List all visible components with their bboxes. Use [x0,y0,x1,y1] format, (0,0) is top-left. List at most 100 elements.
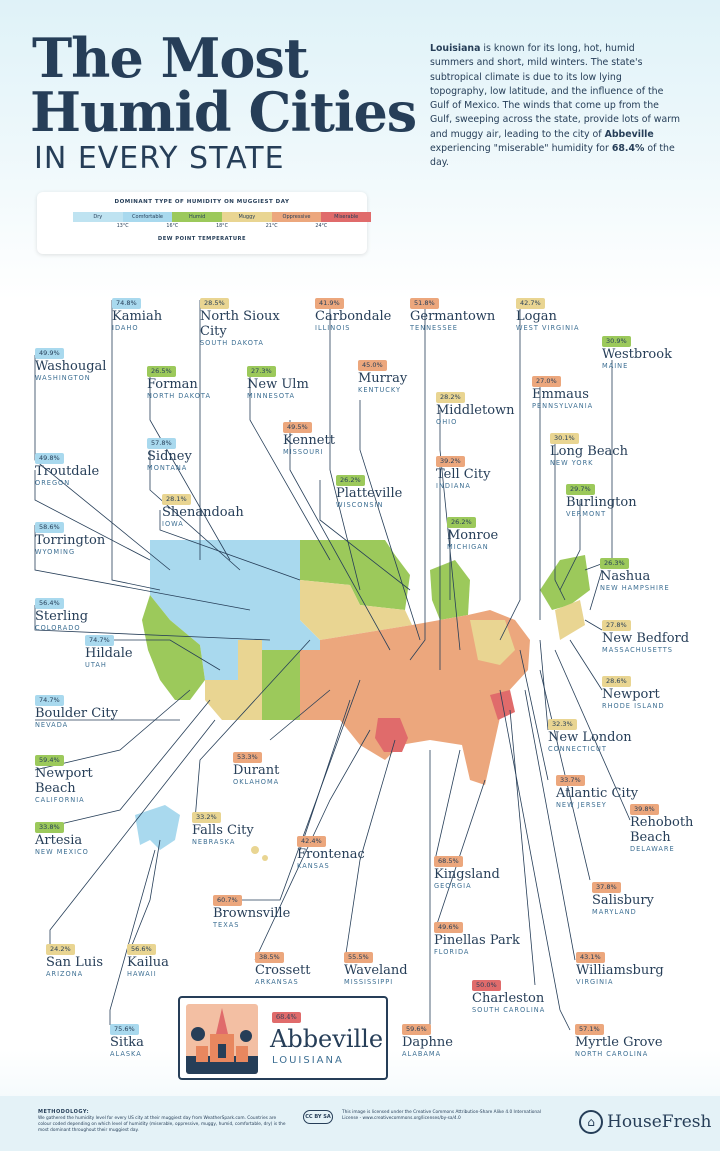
legend-tick: 13°C [116,224,129,229]
city-state: MISSISSIPPI [344,978,394,986]
city-state: WEST VIRGINIA [516,324,580,332]
map-region-ohio-valley [470,620,515,665]
city-state: SOUTH CAROLINA [472,1006,546,1014]
intro-text: of the day. [430,143,675,169]
city-state: FLORIDA [434,948,470,956]
city-name: Kamiah [112,309,163,324]
city-state: MONTANA [147,464,188,472]
city-name: Troutdale [35,464,100,479]
city-name: Frontenac [297,847,365,862]
city-label: 51.8% Germantown TENNESSEE [410,290,495,333]
humidity-pct-badge: 49.5% [283,422,312,433]
city-state: TENNESSEE [410,324,458,332]
city-label: 53.3% Durant OKLAHOMA [233,744,279,787]
city-name: Crossett [255,963,311,978]
city-label: 57.8% Sidney MONTANA [147,430,192,473]
humidity-pct-badge: 27.0% [532,376,561,387]
city-label: 28.1% Shenandoah IOWA [162,486,244,529]
map-region-arizona [205,640,262,720]
city-state: DELAWARE [630,845,675,853]
city-name: Charleston [472,991,545,1006]
city-label: 39.2% Tell City INDIANA [436,448,490,491]
city-label: 26.2% Monroe MICHIGAN [447,509,498,552]
city-label: 33.2% Falls City NEBRASKA [192,804,254,847]
humidity-pct-badge: 37.8% [592,882,621,893]
humidity-pct-badge: 60.7% [213,895,242,906]
city-name: Newport [602,687,660,702]
city-name: Torrington [35,533,106,548]
city-label: 42.4% Frontenac KANSAS [297,828,365,871]
city-state: NEW HAMPSHIRE [600,584,670,592]
city-state: NORTH CAROLINA [575,1050,649,1058]
city-name: Washougal [35,359,107,374]
city-state: CONNECTICUT [548,745,607,753]
humidity-pct-badge: 74.7% [85,635,114,646]
humidity-pct-badge: 27.3% [247,366,276,377]
humidity-pct-badge: 49.8% [35,453,64,464]
city-name: Sterling [35,609,89,624]
humidity-pct-badge: 49.9% [35,348,64,359]
city-name: Tell City [436,467,491,482]
city-state: NEW YORK [550,459,594,467]
map-region-hawaii [251,846,259,854]
city-label: 28.2% Middletown OHIO [436,384,515,427]
city-label: 49.9% Washougal WASHINGTON [35,340,106,383]
legend-seg-oppressive: Oppressive [271,212,322,222]
city-label: 74.7% Hildale UTAH [85,627,133,670]
city-state: MICHIGAN [447,543,489,551]
featured-city-state: LOUISIANA [272,1055,344,1066]
humidity-pct-badge: 50.0% [472,980,501,991]
city-label: 59.4% Newport Beach CALIFORNIA [35,747,135,805]
featured-city-name: Abbeville [270,1025,384,1053]
city-state: GEORGIA [434,882,472,890]
humidity-pct-badge: 56.4% [35,598,64,609]
legend-bar: Dry Comfortable Humid Muggy Oppressive Misera… [73,212,372,222]
city-state: TEXAS [213,921,240,929]
city-label: 56.4% Sterling COLORADO [35,590,88,633]
city-state: NORTH DAKOTA [147,392,211,400]
city-name: Kailua [127,955,169,970]
city-label: 42.7% Logan WEST VIRGINIA [516,290,579,333]
city-state: WASHINGTON [35,374,91,382]
city-name: North Sioux City [200,309,280,339]
city-name: Brownsville [213,906,291,921]
city-label: 45.0% Murray KENTUCKY [358,352,407,395]
city-state: OKLAHOMA [233,778,280,786]
city-name: New London [548,730,632,745]
humidity-pct-badge: 28.6% [602,676,631,687]
map-region-new-england [555,600,585,640]
city-label: 74.8% Kamiah IDAHO [112,290,162,333]
city-label: 32.3% New London CONNECTICUT [548,711,632,754]
map-region-louisiana [375,718,408,752]
map-region-north-central [300,540,410,610]
legend-seg-comfortable: Comfortable [122,212,173,222]
humidity-pct-badge: 26.3% [600,558,629,569]
humidity-pct-badge: 57.8% [147,438,176,449]
city-state: MISSOURI [283,448,324,456]
map-region-northeast [540,555,590,610]
humidity-pct-badge: 75.6% [110,1024,139,1035]
city-label: 74.7% Boulder City NEVADA [35,687,118,730]
humidity-pct-badge: 39.8% [630,804,659,815]
city-label: 38.5% Crossett ARKANSAS [255,944,310,987]
city-label: 33.7% Atlantic City NEW JERSEY [556,767,656,810]
humidity-pct-badge: 56.6% [127,944,156,955]
legend-seg-humid: Humid [172,212,223,222]
city-name: New Ulm [247,377,309,392]
city-name: Logan [516,309,557,324]
city-state: SOUTH DAKOTA [200,339,264,347]
intro-pct: 68.4% [611,143,645,155]
title-line-3: IN EVERY STATE [34,141,285,176]
city-name: Sidney [147,449,192,464]
city-label: 49.8% Troutdale OREGON [35,445,99,488]
city-name: Waveland [344,963,408,978]
humidity-pct-badge: 33.7% [556,775,585,786]
humidity-pct-badge: 49.6% [434,922,463,933]
city-label: 28.6% Newport RHODE ISLAND [602,668,665,711]
city-state: IDAHO [112,324,139,332]
city-label: 49.5% Kennett MISSOURI [283,414,335,457]
legend-footer: DEW POINT TEMPERATURE [157,236,247,242]
city-state: ALABAMA [402,1050,442,1058]
map-region-midwest-muggy [300,580,412,640]
city-name: Daphne [402,1035,453,1050]
